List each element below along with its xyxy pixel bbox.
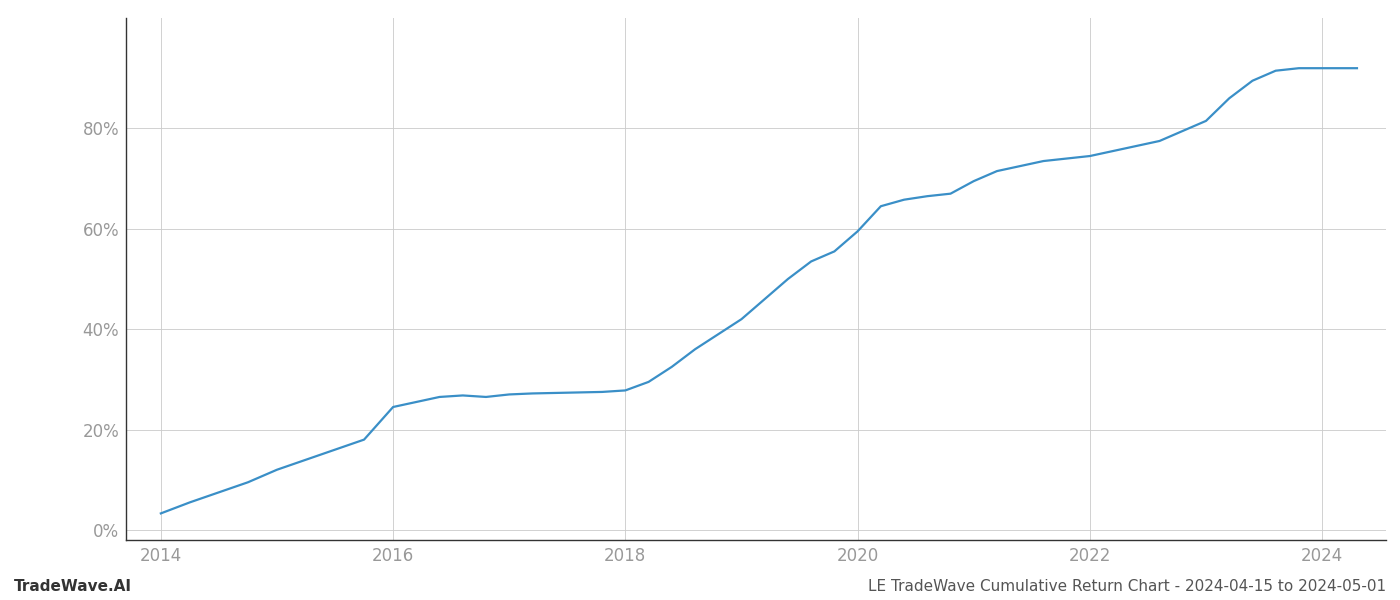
Text: TradeWave.AI: TradeWave.AI xyxy=(14,579,132,594)
Text: LE TradeWave Cumulative Return Chart - 2024-04-15 to 2024-05-01: LE TradeWave Cumulative Return Chart - 2… xyxy=(868,579,1386,594)
